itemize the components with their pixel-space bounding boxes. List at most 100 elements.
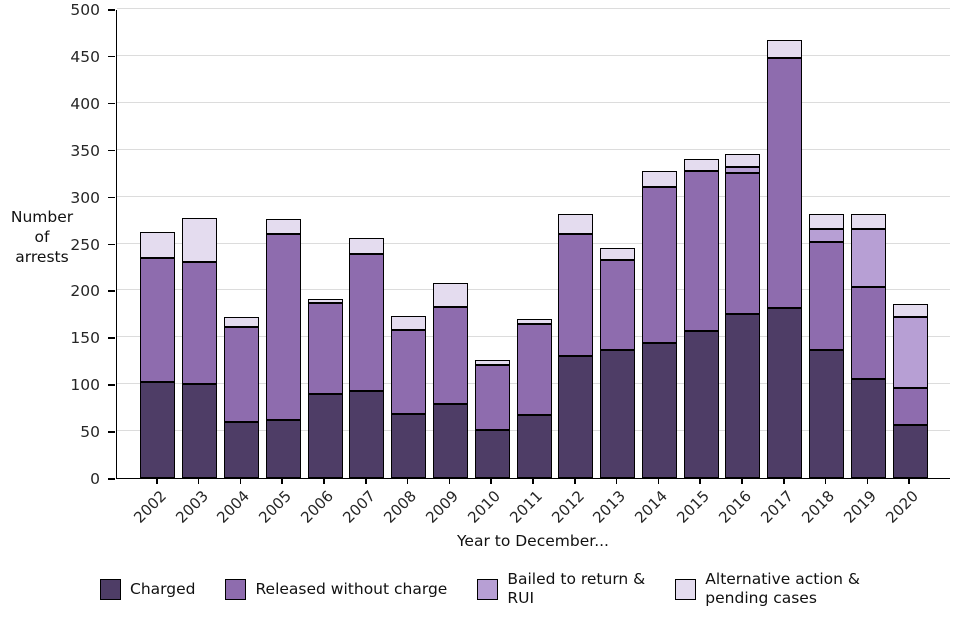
x-tick-label-2014: 2014 (631, 487, 672, 527)
legend-swatch-alternative-action-pending-cases (675, 578, 697, 600)
bar-2019-alternative-action-pending-cases (850, 213, 886, 230)
bar-2002-charged (140, 382, 176, 478)
x-tick-label-2009: 2009 (422, 487, 463, 527)
x-tick-label-2011: 2011 (505, 487, 546, 527)
x-tick-mark (615, 479, 618, 484)
legend-item-alternative-action-pending-cases: Alternative action & pending cases (675, 570, 860, 609)
x-axis: 2002 2003 2004 2005 2006 2007 2008 2009 2010 2011… (116, 479, 950, 535)
bar-2017-released-without-charge (767, 57, 803, 309)
y-tick-mark (108, 337, 115, 339)
bar-2004-released-without-charge (223, 327, 259, 422)
bar-2019-bailed-to-return-rui (850, 229, 886, 287)
bar-2011-released-without-charge (516, 324, 552, 416)
legend-label: Bailed to return & RUI (507, 570, 646, 608)
bar-2014-alternative-action-pending-cases (641, 171, 677, 188)
bar-2006-charged (307, 393, 343, 478)
legend-label: Alternative action & pending cases (705, 570, 860, 608)
bar-2010-alternative-action-pending-cases (474, 359, 510, 366)
y-tick-label-500: 500 (70, 1, 100, 19)
x-tick-label-2015: 2015 (673, 487, 713, 527)
x-tick-mark (239, 479, 242, 484)
y-tick-mark (108, 196, 115, 199)
x-tick-label-2008: 2008 (380, 487, 421, 527)
bar-2018-alternative-action-pending-cases (809, 213, 845, 230)
bar-2010-released-without-charge (474, 365, 510, 431)
x-tick-label-2020: 2020 (882, 487, 922, 527)
bar-2013-charged (600, 350, 636, 478)
x-tick-label-2005: 2005 (255, 487, 295, 527)
bar-2008-alternative-action-pending-cases (391, 315, 427, 330)
x-tick-mark (657, 479, 660, 484)
bar-2008-released-without-charge (391, 329, 427, 415)
bar-2008-charged (391, 414, 427, 478)
legend-item-charged: Charged (100, 578, 196, 600)
bar-2009-alternative-action-pending-cases (432, 282, 468, 308)
y-axis: 0 50 100 150 200 250 300 350 400 450 500 (0, 0, 116, 640)
x-tick-label-2017: 2017 (756, 487, 797, 527)
x-tick-mark (908, 479, 910, 484)
x-tick-label-2019: 2019 (840, 487, 881, 527)
bar-2018-released-without-charge (809, 241, 845, 351)
bar-2018-bailed-to-return-rui (809, 229, 845, 242)
bar-2015-alternative-action-pending-cases (683, 159, 719, 172)
bar-2020-alternative-action-pending-cases (892, 303, 928, 317)
x-tick-label-2012: 2012 (547, 487, 588, 527)
x-tick-mark (741, 479, 743, 484)
x-tick-mark (197, 479, 200, 484)
bar-2005-charged (265, 419, 301, 478)
bar-2014-released-without-charge (641, 187, 677, 343)
bar-2020-released-without-charge (892, 387, 928, 426)
y-tick-label-450: 450 (70, 47, 100, 66)
x-tick-label-2018: 2018 (798, 487, 839, 527)
bar-2016-charged (725, 313, 761, 478)
bar-2014-charged (641, 342, 677, 478)
legend-item-released-without-charge: Released without charge (225, 578, 447, 600)
gridline-300 (117, 195, 950, 197)
bar-2013-released-without-charge (600, 260, 636, 351)
bar-2011-alternative-action-pending-cases (516, 318, 552, 325)
x-tick-mark (699, 479, 701, 484)
x-tick-mark (323, 479, 325, 484)
y-tick-mark (108, 102, 115, 105)
x-tick-mark (365, 479, 367, 484)
gridline-250 (117, 242, 950, 244)
x-tick-label-2016: 2016 (714, 487, 755, 527)
x-tick-label-2007: 2007 (338, 487, 379, 527)
bar-2012-released-without-charge (558, 234, 594, 357)
x-tick-mark (448, 479, 451, 484)
bar-2007-alternative-action-pending-cases (349, 237, 385, 254)
bar-2007-charged (349, 390, 385, 478)
y-tick-mark (108, 243, 115, 246)
bar-2017-charged (767, 308, 803, 478)
gridline-200 (117, 289, 950, 291)
y-tick-label-150: 150 (70, 329, 100, 348)
y-axis-title: Number of arrests (10, 208, 74, 267)
x-tick-mark (573, 479, 576, 484)
y-tick-label-200: 200 (70, 282, 100, 301)
bar-2003-charged (182, 384, 218, 478)
gridline-350 (117, 148, 950, 150)
bar-2010-charged (474, 430, 510, 478)
x-tick-mark (532, 479, 534, 484)
legend-swatch-released-without-charge (225, 578, 247, 600)
y-tick-mark (108, 9, 115, 11)
legend-label: Charged (130, 579, 196, 598)
bar-2005-released-without-charge (265, 234, 301, 420)
y-tick-mark (108, 290, 115, 292)
bar-2007-released-without-charge (349, 253, 385, 391)
bar-2006-alternative-action-pending-cases (307, 298, 343, 303)
bar-2017-alternative-action-pending-cases (767, 39, 803, 58)
bar-2012-charged (558, 356, 594, 478)
legend-swatch-charged (100, 578, 122, 600)
x-tick-label-2006: 2006 (297, 487, 337, 527)
x-tick-mark (281, 479, 284, 484)
bar-2018-charged (809, 350, 845, 478)
y-tick-mark (108, 384, 115, 386)
bar-2013-alternative-action-pending-cases (600, 248, 636, 261)
legend-swatch-bailed-to-return-rui (477, 578, 499, 600)
y-tick-mark (108, 478, 115, 480)
bar-2016-bailed-to-return-rui (725, 166, 761, 174)
x-tick-mark (824, 479, 827, 484)
legend: Charged Released without charge Bailed to … (0, 570, 960, 609)
